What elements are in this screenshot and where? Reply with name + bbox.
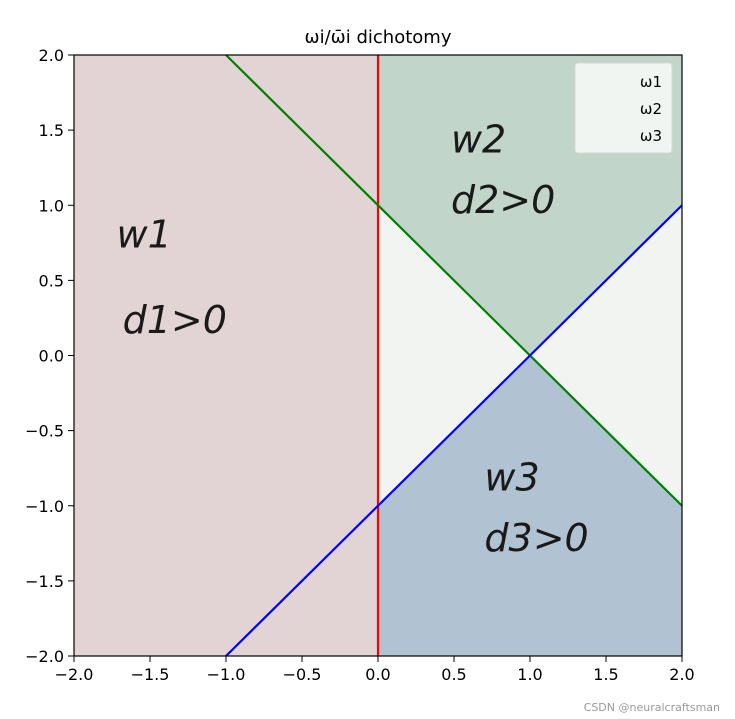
y-tick-label: 2.0 <box>39 46 64 65</box>
y-tick-label: 1.0 <box>39 196 64 215</box>
y-tick-label: 0.5 <box>39 271 64 290</box>
annotation-layer: w1 d1>0 w2 d2>0 w3 d3>0 <box>117 118 589 560</box>
x-tick-label: 0.5 <box>441 665 466 684</box>
y-tick-label: 0.0 <box>39 347 64 366</box>
annotation-6: d3>0 <box>484 516 588 560</box>
annotation-3: w2 <box>451 118 506 162</box>
legend-entry: ω1 <box>640 73 662 91</box>
annotation-1: w1 <box>117 212 172 256</box>
chart-title: ωi/ω̄i dichotomy <box>305 27 452 48</box>
legend-entry: ω3 <box>640 127 662 145</box>
y-tick-label: −2.0 <box>25 647 64 666</box>
x-tick-label: −1.0 <box>207 665 246 684</box>
legend: ω1 ω2 ω3 <box>574 62 673 154</box>
annotation-2: d1>0 <box>123 298 227 342</box>
x-tick-label: −0.5 <box>283 665 322 684</box>
x-tick-label: 2.0 <box>669 665 694 684</box>
annotation-5: w3 <box>484 456 539 500</box>
legend-entry: ω2 <box>640 100 662 118</box>
x-axis: −2.0 −1.5 −1.0 −0.5 0.0 0.5 1.0 1.5 2.0 <box>55 656 695 684</box>
legend-box <box>574 62 673 154</box>
x-tick-label: −1.5 <box>131 665 170 684</box>
line-layer <box>225 54 683 657</box>
y-tick-label: −1.5 <box>25 572 64 591</box>
y-tick-label: 1.5 <box>39 121 64 140</box>
annotation-4: d2>0 <box>451 178 555 222</box>
x-tick-label: 1.5 <box>593 665 618 684</box>
y-tick-label: −0.5 <box>25 422 64 441</box>
x-tick-label: 0.0 <box>365 665 390 684</box>
region-omega1 <box>74 55 378 656</box>
x-tick-label: −2.0 <box>55 665 94 684</box>
y-tick-label: −1.0 <box>25 497 64 516</box>
boundary-line-d2 <box>225 54 683 507</box>
y-axis: −2.0 −1.5 −1.0 −0.5 0.0 0.5 1.0 1.5 2.0 <box>25 46 74 666</box>
boundary-line-d3 <box>225 204 683 657</box>
watermark: CSDN @neuralcraftsman <box>584 701 720 714</box>
x-tick-label: 1.0 <box>517 665 542 684</box>
